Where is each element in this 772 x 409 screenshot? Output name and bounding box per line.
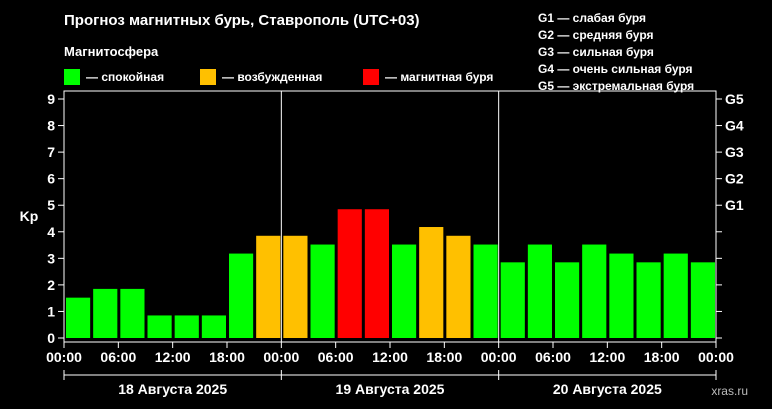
y-tick-label: 0	[47, 330, 55, 346]
legend-swatch-quiet	[64, 69, 80, 85]
x-tick-label: 00:00	[481, 349, 517, 365]
kp-bar	[120, 288, 145, 338]
y-tick-label: 5	[47, 197, 55, 213]
g-legend-item: G5 — экстремальная буря	[538, 79, 695, 93]
x-tick-label: 00:00	[263, 349, 299, 365]
y-tick-label: 1	[47, 303, 55, 319]
y-tick-label: 3	[47, 250, 55, 266]
kp-bar	[147, 315, 172, 338]
g-level-label: G2	[725, 171, 744, 187]
kp-bar	[337, 209, 362, 338]
kp-bar	[256, 235, 281, 338]
day-label: 19 Августа 2025	[336, 381, 445, 397]
g-level-label: G3	[725, 144, 744, 160]
kp-bar	[609, 253, 634, 338]
g-scale-legend: G1 — слабая буря G2 — средняя буря G3 — …	[538, 10, 694, 95]
y-tick-label: 2	[47, 277, 55, 293]
g-level-label: G1	[725, 197, 744, 213]
y-tick-label: 7	[47, 144, 55, 160]
kp-bar	[555, 262, 580, 338]
y-tick-label: 9	[47, 91, 55, 107]
legend-item-storm: — магнитная буря	[363, 69, 493, 85]
x-tick-label: 00:00	[698, 349, 734, 365]
g-level-label: G4	[725, 118, 744, 134]
y-tick-label: 4	[47, 224, 55, 240]
kp-bar	[663, 253, 688, 338]
g-legend-item: G3 — сильная буря	[538, 45, 654, 59]
kp-bar	[582, 244, 607, 338]
x-tick-label: 00:00	[46, 349, 82, 365]
g-legend-item: G1 — слабая буря	[538, 11, 647, 25]
chart-title: Прогноз магнитных бурь, Ставрополь (UTC+…	[64, 12, 420, 29]
x-tick-label: 18:00	[426, 349, 462, 365]
kp-bar	[93, 288, 118, 338]
x-tick-label: 12:00	[589, 349, 625, 365]
legend-label-storm: — магнитная буря	[385, 70, 494, 84]
day-label: 20 Августа 2025	[553, 381, 662, 397]
legend-label-active: — возбужденная	[222, 70, 323, 84]
day-label: 18 Августа 2025	[118, 381, 227, 397]
legend-item-quiet: — спокойная	[64, 69, 164, 85]
kp-bar	[229, 253, 254, 338]
legend-swatch-storm	[363, 69, 379, 85]
kp-bar	[446, 235, 471, 338]
kp-bar	[690, 262, 715, 338]
kp-bar	[392, 244, 417, 338]
kp-bar	[283, 235, 308, 338]
x-tick-label: 12:00	[155, 349, 191, 365]
kp-bar	[364, 209, 389, 338]
x-tick-label: 06:00	[318, 349, 354, 365]
kp-bar	[500, 262, 525, 338]
legend-swatch-active	[200, 69, 216, 85]
legend-item-active: — возбужденная	[200, 69, 322, 85]
magnetosphere-label: Магнитосфера	[64, 44, 159, 59]
kp-bar	[419, 227, 444, 338]
g-level-label: G5	[725, 91, 744, 107]
kp-bar	[310, 244, 335, 338]
x-tick-label: 18:00	[209, 349, 245, 365]
x-tick-label: 06:00	[100, 349, 136, 365]
g-legend-item: G4 — очень сильная буря	[538, 62, 693, 76]
y-axis-label: Kp	[20, 208, 39, 224]
g-legend-item: G2 — средняя буря	[538, 28, 654, 42]
y-tick-label: 8	[47, 118, 55, 134]
kp-bar	[636, 262, 661, 338]
x-tick-label: 12:00	[372, 349, 408, 365]
kp-bar	[201, 315, 226, 338]
x-tick-label: 18:00	[644, 349, 680, 365]
kp-bar	[527, 244, 552, 338]
kp-bar	[174, 315, 199, 338]
kp-bar	[473, 244, 498, 338]
watermark: xras.ru	[711, 384, 748, 398]
y-tick-label: 6	[47, 171, 55, 187]
legend-label-quiet: — спокойная	[86, 70, 165, 84]
x-tick-label: 06:00	[535, 349, 571, 365]
kp-bar	[66, 297, 91, 338]
